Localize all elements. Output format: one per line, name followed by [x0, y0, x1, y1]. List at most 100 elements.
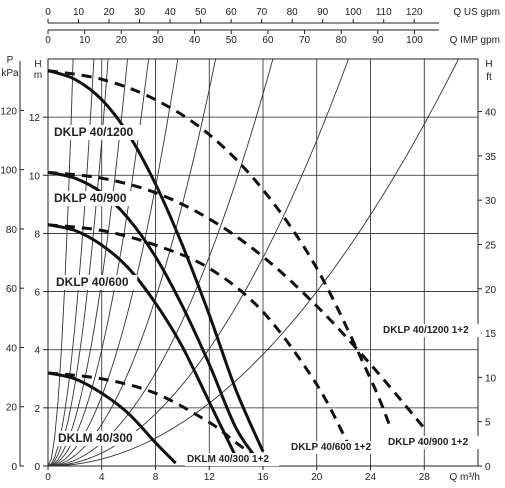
- x-tick-label: 8: [153, 472, 159, 483]
- curve-label-1: DKLP 40/900: [54, 191, 127, 205]
- curve-label-bg: [52, 125, 143, 140]
- y-ft-tick-label: 30: [485, 196, 497, 207]
- pump-curve-1: [47, 170, 262, 464]
- pump-curve-6: [47, 223, 352, 450]
- y-m-unit-top: H: [34, 59, 41, 70]
- x-tick-label: 0: [45, 472, 51, 483]
- y-ft-tick-label: 35: [485, 152, 497, 163]
- x-tick-label: 4: [99, 472, 105, 483]
- system-curve: [47, 58, 349, 467]
- curve-label-bg: [52, 191, 136, 206]
- curve-label-7: DKLM 40/300 1+2: [187, 454, 269, 465]
- curve-label-bg: [386, 436, 480, 449]
- us-gpm-unit: Q US gpm: [453, 7, 500, 18]
- top-axes: 0 10 20 30 40 50 60 70 80 90 100 110 120 Q US gpm 0 10 2…: [45, 7, 500, 46]
- curve-label-bg: [54, 275, 138, 290]
- y-ft-unit-bottom: ft: [486, 72, 492, 83]
- us-gpm-tick-label: 40: [165, 7, 177, 18]
- curve-label-4: DKLP 40/1200 1+2: [383, 325, 469, 336]
- us-gpm-tick-label: 10: [73, 7, 85, 18]
- x-tick-label: 20: [311, 472, 323, 483]
- pump-curve-2: [47, 223, 238, 458]
- curve-label-3: DKLM 40/300: [58, 431, 133, 445]
- curve-label-2: DKLP 40/600: [56, 275, 129, 289]
- us-gpm-tick-label: 80: [287, 7, 299, 18]
- imp-gpm-unit: Q IMP gpm: [450, 35, 500, 46]
- curve-label-5: DKLP 40/900 1+2: [388, 437, 469, 448]
- system-curve: [47, 58, 95, 467]
- curve-label-0: DKLP 40/1200: [54, 125, 133, 139]
- us-gpm-tick-label: 60: [226, 7, 238, 18]
- y-ft-tick-label: 40: [485, 108, 497, 119]
- curve-label-bg: [289, 441, 383, 454]
- imp-gpm-tick-label: 50: [226, 35, 238, 46]
- system-curve: [47, 58, 179, 467]
- plot-area: [47, 58, 479, 467]
- y-kpa-tick-label: 60: [6, 284, 18, 295]
- us-gpm-tick-label: 50: [195, 7, 207, 18]
- y-kpa-tick-label: 120: [0, 106, 17, 117]
- system-curve: [48, 58, 459, 467]
- x-tick-label: 24: [365, 472, 377, 483]
- us-gpm-tick-label: 110: [376, 7, 392, 18]
- system-curve: [47, 58, 74, 467]
- imp-gpm-tick-label: 80: [336, 35, 348, 46]
- imp-gpm-tick-label: 70: [299, 35, 311, 46]
- us-gpm-tick-label: 0: [45, 7, 51, 18]
- y-ft-tick-label: 5: [485, 418, 491, 429]
- y-m-tick-label: 6: [34, 288, 40, 299]
- us-gpm-tick-label: 100: [345, 7, 362, 18]
- curve-labels: DKLP 40/1200 DKLP 40/900 DKLP 40/600 DKLM 4…: [52, 125, 481, 466]
- imp-gpm-tick-label: 30: [152, 35, 164, 46]
- bottom-axis: 0 4 8 12 16 20 24 28 Q m³/h: [45, 466, 480, 483]
- y-kpa-tick-label: 40: [6, 343, 18, 354]
- curve-label-bg: [56, 431, 140, 446]
- y-kpa-unit-bottom: kPa: [1, 68, 19, 79]
- x-axis-unit: Q m³/h: [449, 472, 480, 483]
- y-m-tick-label: 12: [29, 113, 41, 124]
- y-m-tick-label: 8: [34, 229, 40, 240]
- imp-gpm-tick-label: 90: [372, 35, 384, 46]
- system-curve: [47, 58, 109, 467]
- y-m-tick-label: 4: [34, 346, 40, 357]
- x-tick-label: 28: [419, 472, 431, 483]
- pump-curve-0: [47, 69, 265, 453]
- y-kpa-unit-top: P: [7, 55, 14, 66]
- curve-label-bg: [185, 453, 279, 466]
- us-gpm-tick-label: 70: [256, 7, 268, 18]
- y-ft-unit-top: H: [485, 59, 492, 70]
- imp-gpm-tick-label: 40: [189, 35, 201, 46]
- imp-gpm-tick-label: 100: [406, 35, 423, 46]
- imp-gpm-tick-label: 10: [79, 35, 91, 46]
- y-m-unit-bottom: m: [34, 70, 42, 81]
- y-kpa-tick-label: 20: [6, 403, 18, 414]
- pump-curve-7: [47, 371, 262, 462]
- pump-curve-3: [47, 371, 177, 465]
- y-ft-tick-label: 0: [485, 462, 491, 473]
- imp-gpm-tick-label: 60: [262, 35, 274, 46]
- y-m-tick-label: 2: [34, 404, 40, 415]
- y-ft-tick-label: 25: [485, 240, 497, 251]
- curve-label-6: DKLP 40/600 1+2: [291, 442, 372, 453]
- y-m-tick-label: 10: [29, 171, 41, 182]
- pump-curve-4: [47, 69, 393, 429]
- system-curve: [47, 58, 128, 467]
- y-kpa-tick-label: 80: [6, 225, 18, 236]
- imp-gpm-tick-label: 0: [45, 35, 51, 46]
- us-gpm-tick-label: 120: [406, 7, 423, 18]
- us-gpm-tick-label: 90: [317, 7, 329, 18]
- imp-gpm-tick-label: 20: [116, 35, 128, 46]
- x-tick-label: 12: [204, 472, 216, 483]
- y-kpa-tick-label: 0: [11, 462, 17, 473]
- y-ft-tick-label: 15: [485, 329, 497, 340]
- system-curve: [47, 58, 274, 467]
- system-curve: [47, 58, 150, 467]
- y-m-tick-label: 0: [34, 462, 40, 473]
- us-gpm-tick-label: 30: [134, 7, 146, 18]
- us-gpm-tick-label: 20: [103, 7, 115, 18]
- system-curve: [47, 58, 217, 467]
- y-ft-tick-label: 20: [485, 285, 497, 296]
- y-ft-tick-label: 10: [485, 373, 497, 384]
